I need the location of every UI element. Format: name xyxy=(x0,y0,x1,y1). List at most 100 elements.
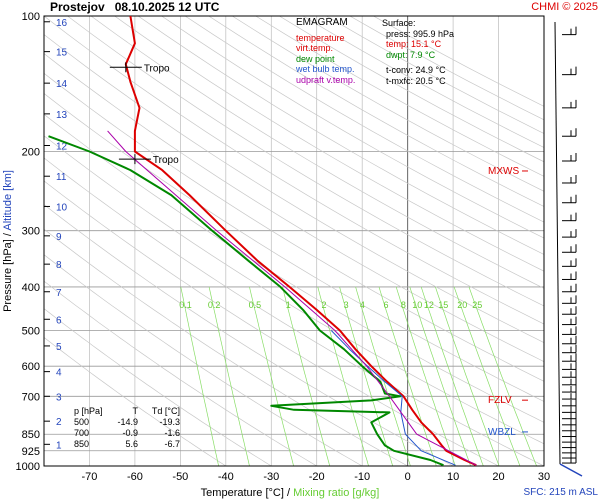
mixing-ratio-label: 0.2 xyxy=(208,300,221,310)
dry-adiabat xyxy=(44,336,226,466)
mixing-ratio-line xyxy=(378,286,437,466)
legend-title: EMAGRAM xyxy=(296,17,348,28)
pressure-tick-label: 200 xyxy=(22,146,40,158)
dry-adiabat xyxy=(90,16,544,289)
x-tick-label: 20 xyxy=(492,471,504,483)
mixing-ratio-label: 0.1 xyxy=(179,300,192,310)
series-temperature xyxy=(124,16,477,466)
mixing-ratio-label: 2 xyxy=(322,300,327,310)
dry-adiabat xyxy=(44,280,317,466)
mixing-ratio-label: 12 xyxy=(424,300,434,310)
altitude-tick-label: 7 xyxy=(56,288,62,299)
surface-title: Surface: xyxy=(382,18,416,28)
mixing-ratio-line xyxy=(208,286,250,466)
legend: EMAGRAM temperature virt.temp. dew point… xyxy=(296,17,376,85)
mixing-ratio-label: 8 xyxy=(401,300,406,310)
mixing-ratio-line xyxy=(355,286,411,466)
x-tick-label: 0 xyxy=(405,471,411,483)
dry-adiabat xyxy=(161,16,544,239)
altitude-tick-label: 16 xyxy=(56,18,68,29)
dry-adiabat xyxy=(44,113,544,423)
tropopause-label: Tropo xyxy=(153,155,179,166)
pressure-tick-label: 850 xyxy=(22,429,40,441)
tropopause-label: Tropo xyxy=(144,63,170,74)
dry-adiabats xyxy=(44,16,544,466)
dry-adiabat xyxy=(44,93,544,402)
mixing-ratio-label: 0.5 xyxy=(249,300,262,310)
surface-tconv: t-conv: 24.9 °C xyxy=(386,65,446,75)
pressure-tick-label: 600 xyxy=(22,361,40,373)
x-tick-label: -30 xyxy=(263,471,279,483)
dry-adiabat xyxy=(44,180,499,466)
legend-item-updraft: udpraft v.temp. xyxy=(296,74,356,85)
altitude-tick-label: 15 xyxy=(56,48,68,59)
marker-layer: Tropo Tropo MXWS FZLV WBZL xyxy=(109,62,528,438)
dry-adiabat xyxy=(184,16,544,223)
mixing-ratio-line xyxy=(435,286,500,466)
altitude-tick-label: 2 xyxy=(56,417,62,428)
mixing-ratio-line xyxy=(409,286,471,466)
dry-adiabat xyxy=(137,16,544,255)
dry-adiabat xyxy=(44,135,544,445)
pressure-tick-label: 100 xyxy=(22,11,40,23)
mixing-ratio-label: 1 xyxy=(286,300,291,310)
legend-item-dew-point: dew point xyxy=(296,53,335,64)
altitude-tick-label: 12 xyxy=(56,142,68,153)
legend-item-temperature: temperature xyxy=(296,32,345,43)
pressure-tick-label: 1000 xyxy=(16,461,40,473)
dry-adiabat xyxy=(44,204,454,466)
x-tick-label: 10 xyxy=(447,471,459,483)
axes-layer: -70 -60 -50 -40 -30 -20 -10 0 10 20 30 100 200 300 400… xyxy=(2,11,550,499)
levels-table-header: p [hPa] T Td [°C] xyxy=(74,406,180,416)
x-tick-label: -10 xyxy=(354,471,370,483)
dry-adiabat xyxy=(44,34,544,343)
altitude-tick-label: 11 xyxy=(56,172,67,183)
dry-adiabat xyxy=(44,72,544,382)
dry-adiabat xyxy=(114,16,544,272)
mixing-ratio-line xyxy=(282,286,331,466)
dry-adiabat xyxy=(44,53,544,363)
altitude-tick-label: 10 xyxy=(56,202,68,213)
dry-adiabat xyxy=(44,254,363,466)
levels-table: p [hPa] T Td [°C] 500 -14.9 -19.3 700 -0.9 -1.… xyxy=(74,406,180,450)
dry-adiabat xyxy=(44,16,544,325)
pressure-tick-label: 300 xyxy=(22,226,40,238)
pressure-tick-label: 400 xyxy=(22,282,40,294)
plot-border xyxy=(43,15,545,467)
mixing-ratio-label: 25 xyxy=(472,300,482,310)
series-udpraft-v-temp xyxy=(107,130,477,466)
station-title: Prostejov 08.10.2025 12 UTC xyxy=(50,0,220,14)
series-wet-bulb-temp xyxy=(330,330,456,466)
table-row: 850 5.6 -6.7 xyxy=(74,439,180,449)
altitude-tick-label: 3 xyxy=(56,392,62,403)
mixing-ratio-line xyxy=(420,286,484,466)
legend-item-wet-bulb: wet bulb temp. xyxy=(296,64,355,74)
mixing-ratio-line xyxy=(395,286,456,466)
altitude-tick-label: 6 xyxy=(56,315,62,326)
mixing-ratio-label: 20 xyxy=(457,300,467,310)
legend-item-virt-temp: virt.temp. xyxy=(296,43,334,53)
mixing-ratio-line xyxy=(453,286,521,466)
surface-temp: temp: 15.1 °C xyxy=(386,39,442,49)
altitude-tick-label: 9 xyxy=(56,232,62,243)
altitude-tick-label: 1 xyxy=(56,440,62,451)
mixing-ratio-line xyxy=(249,286,294,466)
pressure-tick-label: 700 xyxy=(22,391,40,403)
series-layer xyxy=(48,16,477,466)
dry-adiabat xyxy=(44,228,408,466)
mxws-label: MXWS xyxy=(488,166,519,177)
mixing-ratio-label: 6 xyxy=(384,300,389,310)
altitude-tick-label: 13 xyxy=(56,110,68,121)
dry-adiabat xyxy=(208,16,544,207)
mixing-ratio-label: 15 xyxy=(438,300,448,310)
mixing-ratio-line xyxy=(180,286,220,466)
x-tick-label: -70 xyxy=(82,471,98,483)
surface-tmxfc: t-mxfc: 20.5 °C xyxy=(386,75,446,86)
table-row: 700 -0.9 -1.6 xyxy=(74,428,180,438)
dry-adiabat xyxy=(67,16,544,307)
x-tick-label: 30 xyxy=(538,471,550,483)
surface-dwpt: dwpt: 7.9 °C xyxy=(386,49,436,60)
wbzl-label: WBZL xyxy=(488,427,516,438)
